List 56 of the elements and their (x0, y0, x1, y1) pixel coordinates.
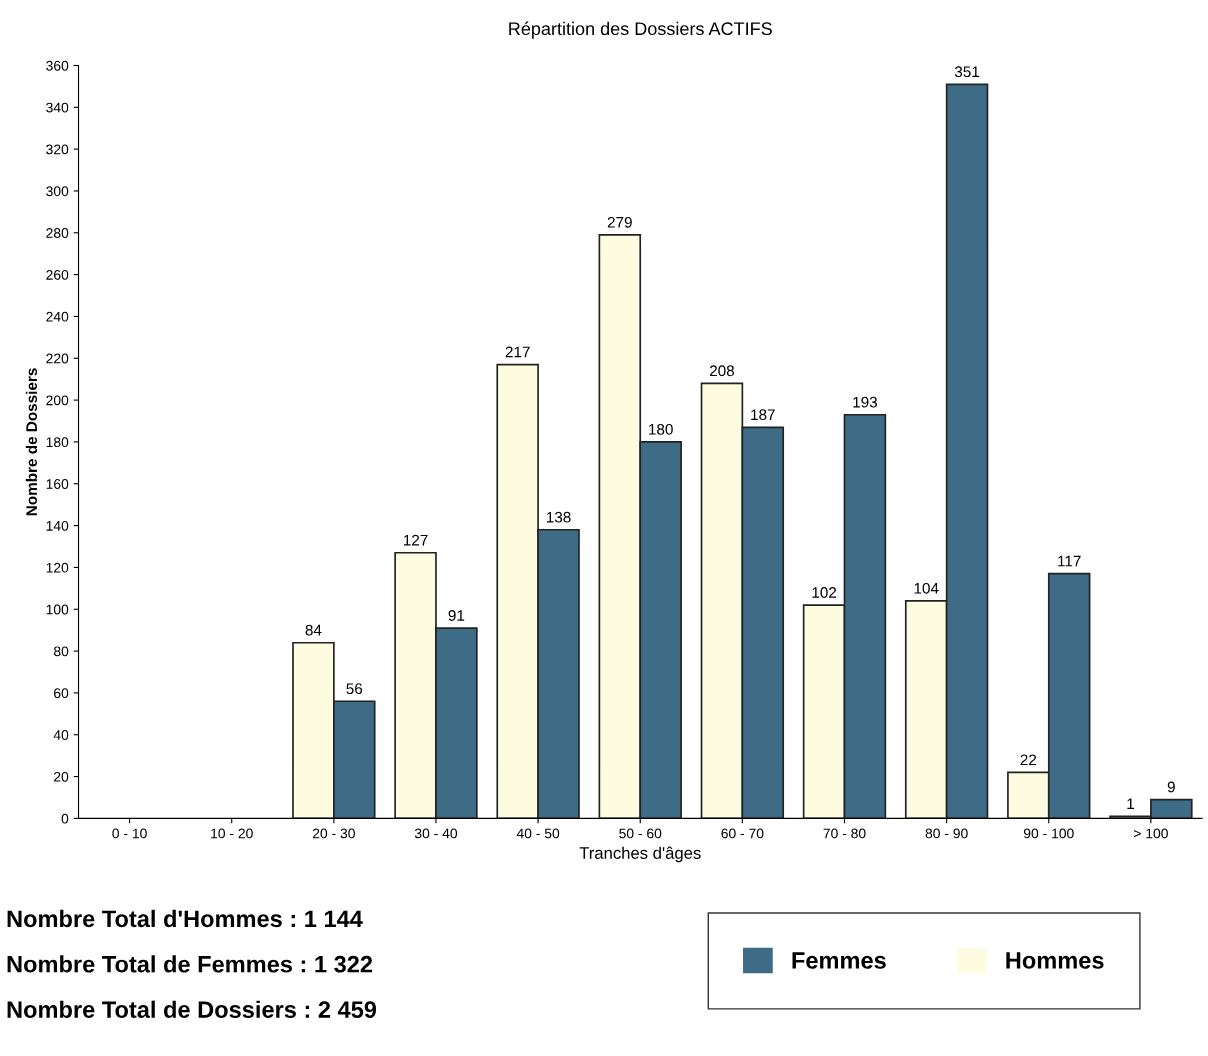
data-label: 84 (305, 624, 322, 636)
data-label: 208 (709, 365, 735, 377)
y-tick-label: 280 (46, 228, 69, 238)
data-label: 127 (403, 534, 428, 546)
x-tick-label: 80 - 90 (925, 828, 968, 839)
x-tick-label: > 100 (1134, 828, 1168, 839)
x-axis-title: Tranches d'âges (579, 846, 701, 863)
y-tick-label: 360 (46, 60, 69, 71)
data-label: 102 (812, 587, 837, 598)
y-tick-label: 80 (53, 646, 69, 657)
legend-label: Femmes (792, 952, 886, 969)
x-tick-label: 40 - 50 (516, 828, 560, 839)
y-tick-label: 40 (53, 730, 69, 740)
data-label: 9 (1167, 781, 1175, 793)
data-label: 351 (954, 66, 980, 78)
x-tick-label: 0 - 10 (112, 828, 147, 839)
data-label: 117 (1058, 555, 1081, 567)
y-tick-label: 260 (46, 269, 69, 280)
data-label: 180 (649, 423, 673, 435)
y-tick-label: 160 (46, 479, 69, 489)
y-tick-label: 60 (54, 688, 69, 699)
data-label: 217 (505, 346, 530, 358)
data-label: 187 (751, 409, 775, 421)
y-tick-label: 340 (46, 102, 69, 113)
y-tick-label: 200 (46, 395, 69, 406)
data-label: 1 (1127, 798, 1134, 809)
x-tick-label: 20 - 30 (312, 828, 355, 839)
y-tick-label: 320 (46, 144, 69, 155)
text: Nombre Total de Femmes : 1 322 (7, 955, 373, 973)
data-label: 91 (448, 610, 465, 621)
chart-title: Répartition des Dossiers ACTIFS (509, 21, 772, 39)
x-tick-label: 10 - 20 (211, 828, 253, 839)
data-label: 22 (1020, 754, 1037, 766)
data-label: 279 (607, 216, 632, 228)
legend-label: Hommes (1006, 952, 1104, 969)
y-tick-label: 100 (46, 604, 69, 615)
y-tick-label: 120 (46, 562, 69, 573)
y-tick-label: 140 (46, 520, 69, 531)
y-tick-label: 220 (46, 353, 69, 364)
data-label: 138 (546, 511, 571, 523)
y-tick-label: 180 (46, 437, 69, 448)
x-tick-label: 50 - 60 (619, 828, 662, 839)
x-tick-label: 70 - 80 (823, 828, 866, 839)
x-tick-label: 30 - 40 (414, 828, 458, 839)
x-tick-label: 90 - 100 (1023, 828, 1074, 839)
y-tick-label: 240 (46, 311, 69, 322)
y-tick-label: 20 (54, 771, 69, 782)
data-label: 104 (914, 582, 939, 594)
x-tick-label: 60 - 70 (721, 828, 764, 839)
text: Nombre Total de Dossiers : 2 459 (7, 1000, 377, 1018)
y-axis-title: Nombre de Dossiers (25, 368, 38, 516)
data-label: 193 (853, 396, 877, 408)
data-label: 56 (346, 683, 363, 695)
y-tick-label: 0 (61, 813, 69, 824)
y-tick-label: 300 (46, 186, 69, 197)
text: Nombre Total d'Hommes : 1 144 (7, 909, 363, 928)
